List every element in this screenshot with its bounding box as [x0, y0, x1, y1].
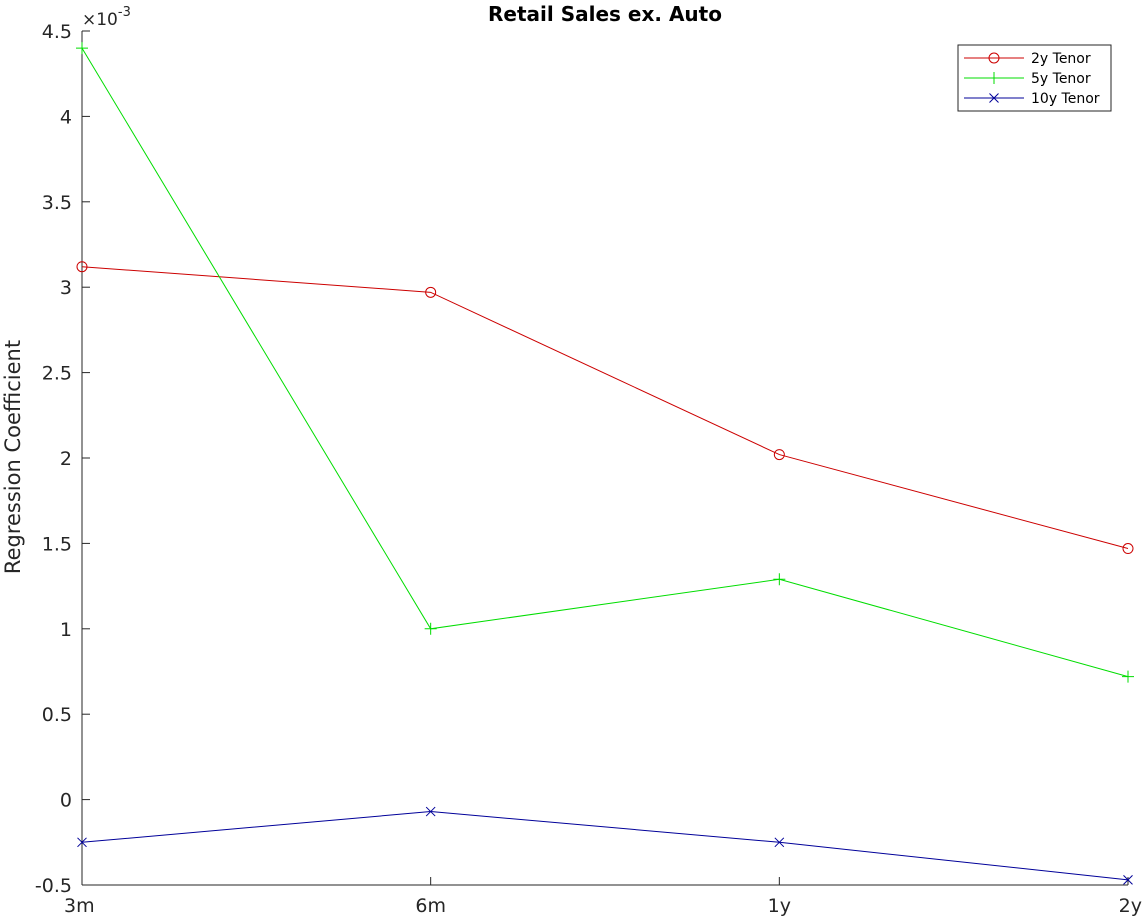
axes: -0.5 0 0.5 1 1.5 2 2.5 3 3.5 4 4.5 3m 6m 1y 2y: [35, 21, 1142, 917]
y-tick-label: 3: [60, 277, 72, 299]
legend-marker-5y-tenor: [988, 72, 1000, 84]
data-point-5y-tenor: [76, 42, 88, 55]
data-point-2y-tenor: [1122, 543, 1134, 555]
series-line-2y-tenor: [81, 266, 1129, 550]
data-point-10y-tenor: [1123, 875, 1133, 885]
y-tick-label: 2: [60, 448, 72, 470]
x-tick-label: 3m: [64, 895, 95, 917]
y-tick-label: 0.5: [42, 704, 72, 726]
data-point-2y-tenor: [425, 286, 437, 298]
y-exponent-base: ×10: [82, 10, 118, 30]
y-tick-label: 1: [60, 619, 72, 641]
y-tick-label: 4: [60, 106, 72, 128]
y-tick-label: 3.5: [42, 192, 72, 214]
data-point-10y-tenor: [774, 837, 785, 848]
data-point-10y-tenor: [425, 806, 436, 817]
y-tick-label: 4.5: [42, 21, 72, 43]
legend-item-10y-tenor: 10y Tenor: [964, 91, 1100, 107]
y-tick-label: 2.5: [42, 363, 72, 385]
y-tick-label: 1.5: [42, 533, 72, 555]
legend-marker-10y-tenor: [989, 93, 999, 103]
series-line-5y-tenor: [81, 47, 1129, 678]
x-tick-label: 6m: [415, 895, 446, 917]
y-tick-label: 0: [60, 790, 72, 812]
y-axis-label: Regression Coefficient: [1, 340, 25, 574]
plot-area: [76, 42, 1134, 885]
y-exponent-label: ×10-3: [82, 5, 131, 30]
legend-marker-2y-tenor: [988, 52, 1000, 64]
y-tick-label: -0.5: [35, 875, 72, 897]
x-tick-label: 2y: [1119, 895, 1142, 917]
chart-title: Retail Sales ex. Auto: [488, 2, 722, 26]
data-point-5y-tenor: [773, 573, 786, 586]
legend-item-5y-tenor: 5y Tenor: [964, 71, 1091, 87]
legend-label-2y-tenor: 2y Tenor: [1031, 51, 1091, 67]
data-point-10y-tenor: [77, 837, 87, 848]
x-tick-label: 1y: [768, 895, 791, 917]
y-exponent-power: -3: [118, 5, 131, 20]
data-point-5y-tenor: [424, 622, 437, 635]
series-10y-tenor: [77, 806, 1133, 885]
legend-label-10y-tenor: 10y Tenor: [1031, 91, 1100, 107]
series-line-10y-tenor: [81, 811, 1129, 881]
data-point-2y-tenor: [76, 261, 88, 273]
data-point-5y-tenor: [1122, 670, 1134, 683]
legend: 2y Tenor 5y Tenor 10y Tenor: [957, 44, 1112, 112]
legend-item-2y-tenor: 2y Tenor: [964, 51, 1091, 67]
legend-label-5y-tenor: 5y Tenor: [1031, 71, 1091, 87]
series-5y-tenor: [76, 42, 1134, 683]
series-2y-tenor: [76, 261, 1134, 555]
data-point-2y-tenor: [773, 449, 785, 461]
